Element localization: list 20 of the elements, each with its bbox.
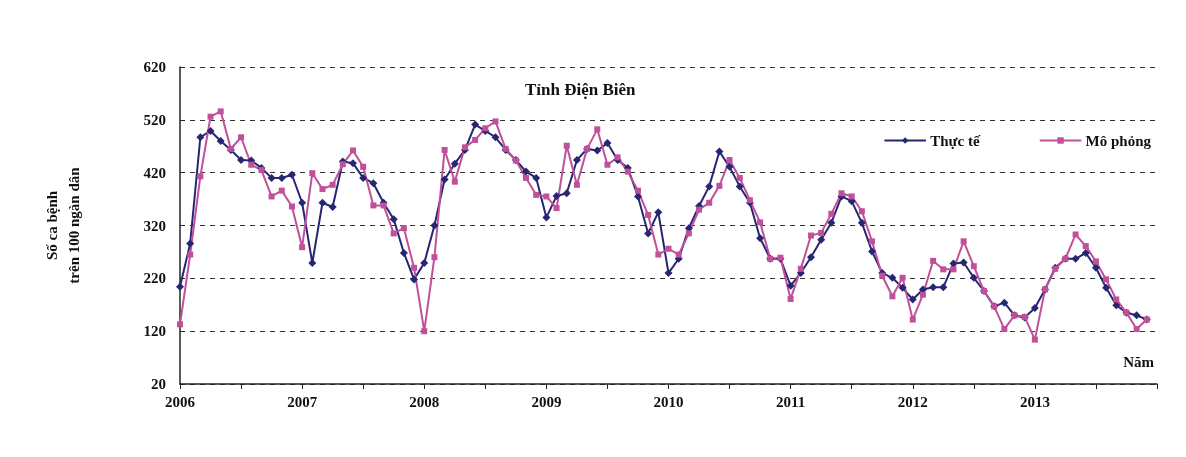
x-tick-label: 2009: [531, 393, 562, 410]
legend-label: Mô phỏng: [1085, 132, 1152, 149]
y-tick-label: 220: [143, 270, 166, 287]
y-tick-label: 620: [143, 59, 166, 75]
y-tick-label: 520: [143, 111, 166, 128]
x-tick-label: 2011: [776, 393, 806, 410]
y-tick-label: 320: [143, 217, 166, 234]
x-tick-label: 2013: [1019, 393, 1050, 410]
x-tick-label: 2007: [287, 393, 318, 410]
y-tick-label: 120: [143, 323, 166, 340]
x-tick-label: 2008: [409, 393, 440, 410]
x-tick-label: 2006: [165, 393, 196, 410]
text: Tỉnh Điện Biên: [525, 80, 637, 99]
y-tick-label: 420: [143, 164, 166, 181]
x-tick-label: 2010: [653, 393, 684, 410]
legend-label: Thực tế: [930, 132, 981, 149]
x-tick-label: 2012: [897, 393, 928, 410]
annotation: Năm: [1123, 353, 1155, 370]
y-tick-label: 20: [151, 376, 166, 392]
y-axis-title: Số ca bệnh trên 100 ngàn dân: [44, 166, 82, 284]
